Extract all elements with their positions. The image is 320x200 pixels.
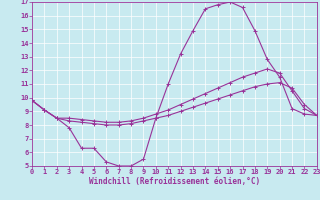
X-axis label: Windchill (Refroidissement éolien,°C): Windchill (Refroidissement éolien,°C) <box>89 177 260 186</box>
